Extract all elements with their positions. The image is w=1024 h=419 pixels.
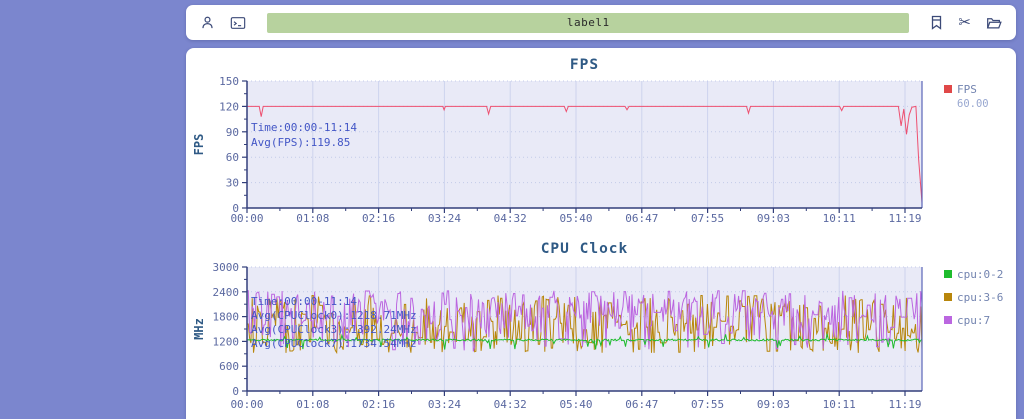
y-tick-label: 1200 <box>213 335 240 348</box>
legend-label: cpu:3-6 <box>957 291 1003 304</box>
series-FPS <box>247 105 922 203</box>
x-tick-label: 00:00 <box>230 212 263 225</box>
x-tick-label: 07:55 <box>691 212 724 225</box>
toolbar: label1 ✂ <box>186 5 1016 40</box>
y-tick-label: 60 <box>226 151 239 164</box>
x-tick-label: 01:08 <box>296 398 329 411</box>
x-tick-label: 11:19 <box>888 212 921 225</box>
x-tick-label: 05:40 <box>559 398 592 411</box>
legend-item[interactable]: cpu:3-6 <box>944 291 1003 304</box>
legend-swatch <box>944 270 952 278</box>
series-cpu:0-2 <box>247 333 922 350</box>
x-tick-label: 06:47 <box>625 398 658 411</box>
chart-annotation: Avg(FPS):119.85 <box>251 136 350 149</box>
chart-annotation: Time:00:00-11:14 <box>251 295 357 308</box>
legend-label: cpu:0-2 <box>957 268 1003 281</box>
y-tick-label: 3000 <box>213 261 240 274</box>
folder-open-icon[interactable] <box>983 14 1005 32</box>
x-tick-label: 03:24 <box>428 398 461 411</box>
x-tick-label: 09:03 <box>757 398 790 411</box>
cpu-clock-chart[interactable]: CPU Clock 0 600 1200 1800 2400 3000 00:00 01:08 0… <box>186 234 1016 419</box>
x-tick-label: 10:11 <box>823 212 856 225</box>
user-icon[interactable] <box>197 13 218 32</box>
legend-swatch <box>944 293 952 301</box>
x-tick-label: 06:47 <box>625 212 658 225</box>
x-tick-label: 02:16 <box>362 212 395 225</box>
plot-area[interactable] <box>247 81 922 208</box>
chart-annotation: Avg(CPUClock3):1392.24MHz <box>251 323 417 336</box>
terminal-icon[interactable] <box>227 14 249 32</box>
legend-swatch <box>944 85 952 93</box>
x-tick-label: 04:32 <box>494 212 527 225</box>
x-tick-label: 05:40 <box>559 212 592 225</box>
y-tick-label: 0 <box>232 202 239 215</box>
y-tick-label: 2400 <box>213 286 240 299</box>
cut-icon[interactable]: ✂ <box>955 13 974 32</box>
x-tick-label: 02:16 <box>362 398 395 411</box>
y-tick-label: 0 <box>232 385 239 398</box>
legend-label: FPS <box>957 83 977 96</box>
y-axis-label: MHz <box>192 318 206 340</box>
x-tick-label: 07:55 <box>691 398 724 411</box>
y-tick-label: 90 <box>226 126 239 139</box>
legend-item[interactable]: FPS 60.00 <box>944 83 989 110</box>
x-tick-label: 10:11 <box>823 398 856 411</box>
x-tick-label: 00:00 <box>230 398 263 411</box>
y-tick-label: 150 <box>219 75 239 88</box>
legend-label: cpu:7 <box>957 314 990 327</box>
chart-title: FPS <box>570 57 599 73</box>
charts-panel: FPS 0 30 60 90 120 150 00:00 01:08 02:16 03:24 04:3… <box>186 48 1016 419</box>
y-tick-label: 30 <box>226 177 239 190</box>
y-tick-label: 600 <box>219 360 239 373</box>
x-tick-label: 04:32 <box>494 398 527 411</box>
bookmark-icon[interactable] <box>927 13 946 32</box>
y-tick-label: 120 <box>219 100 239 113</box>
x-tick-label: 09:03 <box>757 212 790 225</box>
label-input-text: label1 <box>566 16 610 29</box>
chart-annotation: Avg(CPUClock0):1218.71MHz <box>251 309 417 322</box>
chart-annotation: Avg(CPUClock7):1734.54MHz <box>251 337 417 350</box>
x-tick-label: 11:19 <box>888 398 921 411</box>
legend-item[interactable]: cpu:7 <box>944 314 990 327</box>
series-cpu:7 <box>247 290 922 352</box>
x-tick-label: 01:08 <box>296 212 329 225</box>
y-axis-label: FPS <box>192 134 206 156</box>
legend-item[interactable]: cpu:0-2 <box>944 268 1003 281</box>
legend-swatch <box>944 316 952 324</box>
y-tick-label: 1800 <box>213 311 240 324</box>
chart-annotation: Time:00:00-11:14 <box>251 121 357 134</box>
fps-chart[interactable]: FPS 0 30 60 90 120 150 00:00 01:08 02:16 03:24 04:3… <box>186 48 1016 234</box>
x-tick-label: 03:24 <box>428 212 461 225</box>
legend-value: 60.00 <box>957 98 989 110</box>
chart-title: CPU Clock <box>541 241 629 257</box>
label-input[interactable]: label1 <box>267 12 910 33</box>
